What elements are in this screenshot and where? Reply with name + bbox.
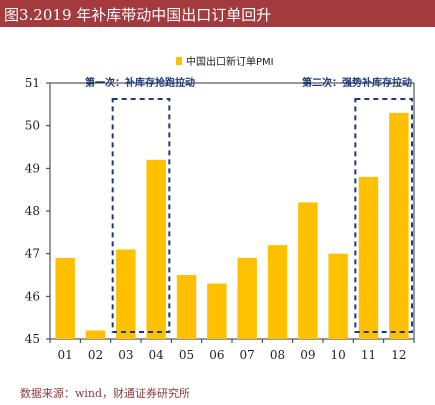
annotation-label-1: 第一次：补库存抢跑拉动 — [85, 76, 195, 89]
y-tick-label: 50 — [25, 119, 40, 133]
bar-02 — [85, 330, 106, 339]
y-tick-label: 46 — [25, 289, 40, 303]
x-tick-label: 03 — [118, 348, 133, 362]
bar-09 — [298, 202, 318, 339]
bar-08 — [267, 245, 288, 339]
bar-06 — [207, 283, 227, 339]
source-note: 数据来源：wind，财通证券研究所 — [20, 387, 191, 400]
x-tick-label: 12 — [391, 348, 406, 362]
x-tick-label: 01 — [58, 348, 73, 362]
legend-swatch — [176, 57, 182, 65]
figure-title: 图3.2019 年补库带动中国出口订单回升 — [4, 6, 272, 24]
bar-07 — [237, 257, 257, 339]
highlight-box-1 — [111, 98, 171, 333]
title-bar: 图3.2019 年补库带动中国出口订单回升 — [0, 0, 435, 27]
y-tick-label: 47 — [25, 247, 40, 261]
bar-chart: 45 46 47 48 49 50 51 01 02 03 04 05 06 07 08 09 10 11 12 中国… — [25, 55, 415, 362]
x-tick-label: 07 — [240, 348, 255, 362]
bar-12 — [389, 112, 409, 339]
x-tick-label: 11 — [361, 348, 376, 362]
x-tick-label: 05 — [179, 348, 194, 362]
y-tick-label: 45 — [25, 332, 40, 346]
y-tick-label: 49 — [25, 161, 40, 175]
bar-11 — [358, 176, 379, 339]
bar-04 — [146, 159, 166, 339]
x-tick-label: 09 — [300, 348, 315, 362]
bar-05 — [176, 275, 197, 339]
x-tick-label: 10 — [331, 348, 346, 362]
y-tick-label: 48 — [25, 204, 40, 218]
bar-10 — [328, 253, 348, 339]
bar-01 — [55, 257, 75, 339]
x-tick-label: 02 — [88, 348, 103, 362]
x-tick-label: 08 — [270, 348, 285, 362]
y-tick-label: 51 — [25, 76, 40, 90]
legend-label: 中国出口新订单PMI — [186, 55, 274, 68]
x-tick-label: 06 — [209, 348, 224, 362]
bar-03 — [116, 249, 136, 339]
highlight-box-2 — [354, 98, 414, 333]
x-tick-label: 04 — [149, 348, 165, 362]
annotation-label-2: 第二次：强势补库存拉动 — [302, 76, 412, 89]
